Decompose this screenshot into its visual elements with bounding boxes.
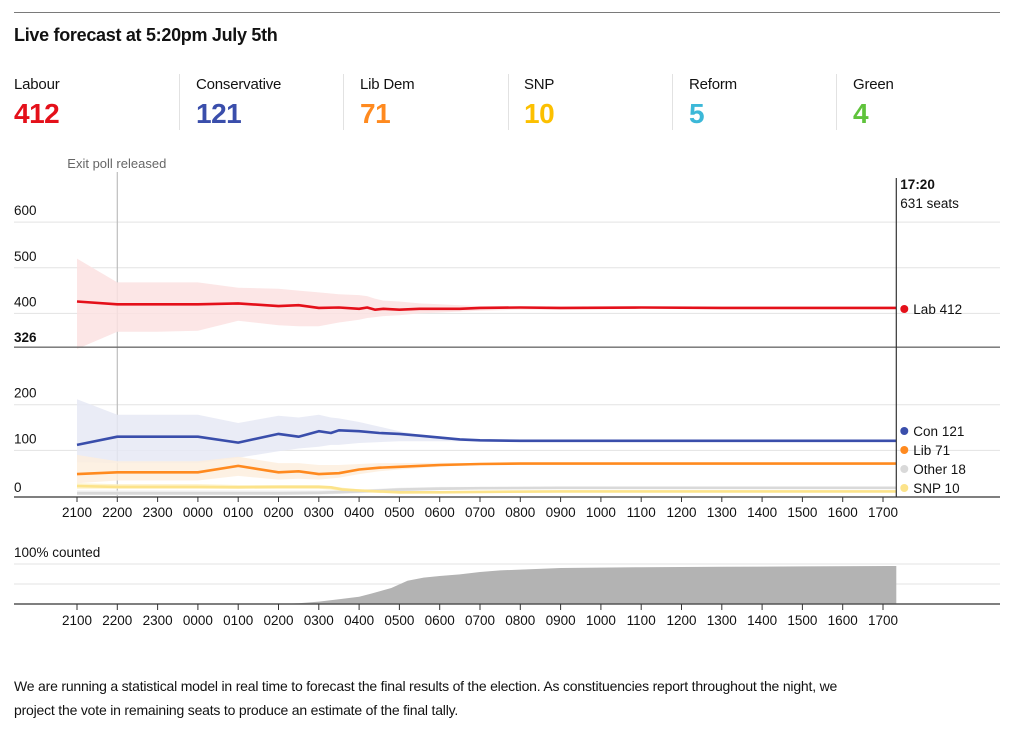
- x-tick-label: 0900: [546, 505, 576, 520]
- x-tick-label: 1000: [586, 505, 616, 520]
- legend-label-other: Other 18: [913, 462, 966, 477]
- party-name: Green: [853, 76, 894, 93]
- exit-poll-label: Exit poll released: [67, 156, 166, 171]
- x-tick-label: 2300: [143, 505, 173, 520]
- counted-x-tick-label: 2200: [102, 613, 132, 628]
- y-tick-label: 100: [14, 431, 37, 446]
- counted-x-tick-label: 0600: [425, 613, 455, 628]
- x-tick-label: 0300: [304, 505, 334, 520]
- counted-x-tick-label: 0900: [546, 613, 576, 628]
- counted-x-tick-label: 0300: [304, 613, 334, 628]
- legend-label-snp: SNP 10: [913, 481, 959, 496]
- line-snp: [76, 484, 897, 494]
- counted-x-tick-label: 1700: [868, 613, 898, 628]
- band-lib: [77, 454, 897, 484]
- party-seats: 4: [853, 98, 869, 129]
- legend-label-lab: Lab 412: [913, 302, 962, 317]
- party-seats: 10: [524, 98, 555, 129]
- counted-x-tick-label: 0500: [384, 613, 414, 628]
- current-seats-label: 631 seats: [900, 196, 959, 211]
- x-tick-label: 1300: [707, 505, 737, 520]
- x-tick-label: 1600: [828, 505, 858, 520]
- band-con: [77, 399, 897, 464]
- x-tick-label: 1200: [666, 505, 696, 520]
- x-tick-label: 2200: [102, 505, 132, 520]
- top-rule: [14, 12, 1000, 13]
- y-tick-label: 0: [14, 480, 22, 495]
- x-tick-label: 2100: [62, 505, 92, 520]
- x-tick-label: 0000: [183, 505, 213, 520]
- divider: [508, 74, 509, 130]
- x-tick-label: 0600: [425, 505, 455, 520]
- current-time-label: 17:20: [900, 177, 935, 192]
- y-tick-label: 500: [14, 249, 37, 264]
- party-name: Lib Dem: [360, 76, 415, 93]
- counted-x-tick-label: 1200: [666, 613, 696, 628]
- divider: [836, 74, 837, 130]
- counted-x-tick-label: 0200: [263, 613, 293, 628]
- counted-x-tick-label: 2100: [62, 613, 92, 628]
- party-name: SNP: [524, 76, 555, 93]
- y-tick-label: 400: [14, 294, 37, 309]
- x-tick-label: 0800: [505, 505, 535, 520]
- x-tick-label: 0100: [223, 505, 253, 520]
- counted-x-tick-label: 1600: [828, 613, 858, 628]
- counted-label: 100% counted: [14, 545, 100, 560]
- page-title: Live forecast at 5:20pm July 5th: [14, 25, 278, 45]
- legend-label-con: Con 121: [913, 424, 964, 439]
- party-seats: 412: [14, 98, 60, 129]
- counted-x-tick-label: 0400: [344, 613, 374, 628]
- legend-dot-lab: [900, 305, 909, 313]
- party-seats: 121: [196, 98, 242, 129]
- party-seats: 71: [360, 98, 391, 129]
- counted-x-tick-label: 1000: [586, 613, 616, 628]
- counted-area: [77, 566, 897, 604]
- counted-x-tick-label: 1300: [707, 613, 737, 628]
- counted-x-tick-label: 1500: [787, 613, 817, 628]
- counted-x-tick-label: 2300: [143, 613, 173, 628]
- legend-dot-snp: [900, 484, 909, 492]
- x-tick-label: 0200: [263, 505, 293, 520]
- divider: [179, 74, 180, 130]
- line-con: [76, 429, 897, 447]
- party-name: Labour: [14, 76, 60, 93]
- legend-dot-con: [900, 427, 909, 435]
- legend-dot-lib: [900, 446, 909, 454]
- x-tick-label: 1100: [627, 505, 656, 520]
- party-summary: Labour 412 Conservative 121 Lib Dem 71 S…: [0, 70, 1024, 132]
- divider: [343, 74, 344, 130]
- forecast-chart: 100 200 400 500 600 0 Exit poll released 326 210…: [14, 156, 1000, 628]
- x-tick-label: 1500: [787, 505, 817, 520]
- x-tick-label: 0700: [465, 505, 495, 520]
- legend-dot-other: [900, 465, 909, 473]
- legend-label-lib: Lib 71: [913, 443, 950, 458]
- x-tick-label: 1400: [747, 505, 777, 520]
- counted-x-tick-label: 0000: [183, 613, 213, 628]
- party-name: Reform: [689, 76, 737, 93]
- x-tick-label: 0500: [384, 505, 414, 520]
- x-tick-label: 1700: [868, 505, 898, 520]
- divider: [672, 74, 673, 130]
- party-name: Conservative: [196, 76, 282, 93]
- majority-label: 326: [14, 330, 37, 345]
- line-lib: [76, 462, 897, 476]
- line-lab: [76, 300, 897, 311]
- y-tick-label: 200: [14, 386, 37, 401]
- counted-x-tick-label: 1400: [747, 613, 777, 628]
- counted-x-tick-label: 0800: [505, 613, 535, 628]
- counted-x-tick-label: 0700: [465, 613, 495, 628]
- chart-description: We are running a statistical model in re…: [14, 678, 838, 718]
- y-tick-label: 600: [14, 203, 37, 218]
- party-seats: 5: [689, 98, 705, 129]
- counted-x-tick-label: 0100: [223, 613, 253, 628]
- x-tick-label: 0400: [344, 505, 374, 520]
- counted-x-tick-label: 1100: [627, 613, 656, 628]
